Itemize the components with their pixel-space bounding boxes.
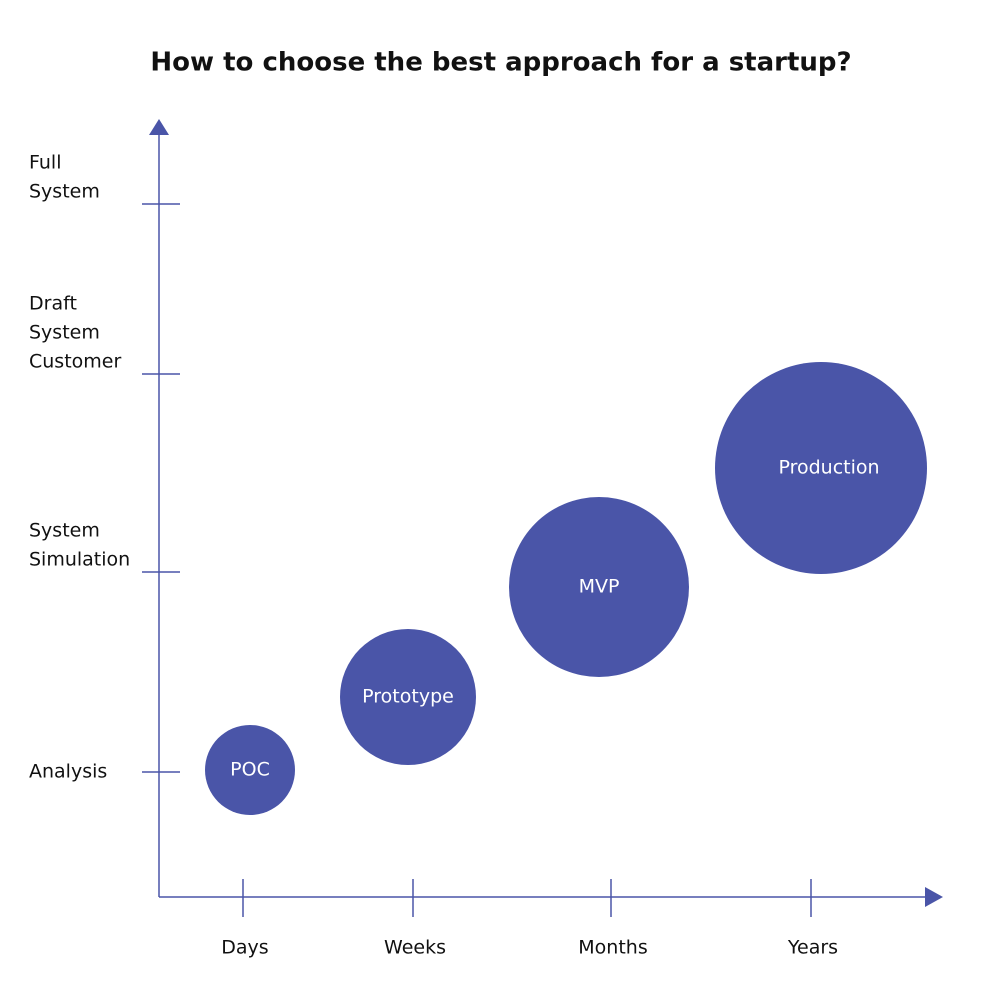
y-level-label: System xyxy=(29,520,100,542)
x-arrow xyxy=(925,887,943,907)
y-level-label: Simulation xyxy=(29,549,130,571)
y-level-label: System xyxy=(29,181,100,203)
title: How to choose the best approach for a st… xyxy=(150,48,851,78)
y-level-label: Customer xyxy=(29,351,121,373)
y-arrow xyxy=(149,119,169,135)
y-level-label: System xyxy=(29,322,100,344)
x-level-label: Months xyxy=(578,937,647,959)
x-level-label: Years xyxy=(787,937,838,959)
stage-bubble xyxy=(340,629,476,765)
y-level-label: Analysis xyxy=(29,761,107,783)
stage-bubble xyxy=(509,497,689,677)
stage-label: Production xyxy=(778,457,879,479)
stage-label: Prototype xyxy=(362,686,454,708)
y-level-label: Full xyxy=(29,152,62,174)
y-level-label: Draft xyxy=(29,293,77,315)
x-level-label: Days xyxy=(221,937,268,959)
stage-bubble xyxy=(715,362,927,574)
stage-label: POC xyxy=(230,759,270,781)
stage-bubble xyxy=(205,725,295,815)
x-level-label: Weeks xyxy=(384,937,446,959)
stage-label: MVP xyxy=(579,576,620,598)
